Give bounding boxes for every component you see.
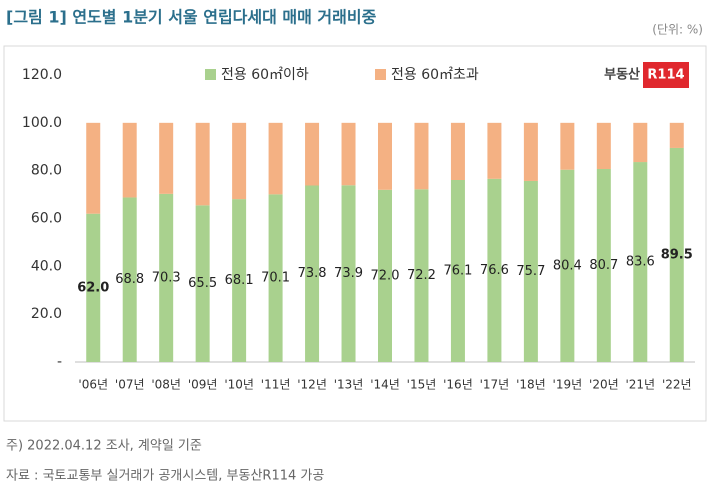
y-tick-label: 20.0 [31,306,62,322]
bar-segment [633,162,648,362]
bar-segment [305,122,320,186]
y-tick-label: 40.0 [31,258,62,274]
bar-segment [341,185,356,362]
data-label: 68.8 [115,272,144,287]
bar-segment [523,180,538,362]
bar-segment [378,122,392,190]
bar-segment [450,122,465,180]
bar-segment [596,168,611,362]
data-label: 89.5 [661,247,693,262]
bar-segment [122,122,137,198]
bar-segment [122,197,137,362]
bar-segment [341,122,356,186]
x-tick-label: '19년 [553,378,583,392]
bar-segment [669,122,684,148]
bar-segment [414,189,429,362]
x-tick-label: '10년 [224,378,254,392]
bar-segment [560,122,575,170]
bar-segment [268,122,283,195]
frame [3,45,707,422]
data-label: 83.6 [626,255,655,270]
logo-badge [643,62,689,88]
data-label: 80.7 [589,258,618,273]
data-label: 72.2 [407,268,436,283]
x-tick-label: '14년 [370,378,400,392]
data-label: 73.8 [298,266,327,281]
x-tick-label: '21년 [625,378,655,392]
legend-swatch [375,69,386,80]
bar-segment [487,178,502,362]
data-label: 62.0 [77,280,109,295]
bar-segment [305,185,320,362]
bar-segment [159,122,174,194]
y-tick-label: 60.0 [31,211,62,227]
x-tick-label: '17년 [480,378,510,392]
x-tick-label: '06년 [78,378,108,392]
legend-label: 전용 60㎡이하 [221,67,309,83]
data-label: 72.0 [371,268,400,283]
bar-segment [232,199,247,362]
bar-segment [560,169,575,362]
footnote: 주) 2022.04.12 조사, 계약일 기준 [6,439,202,454]
bar-segment [414,122,429,190]
y-tick-label: 100.0 [22,115,62,131]
x-tick-label: '08년 [151,378,181,392]
data-label: 76.1 [443,263,472,278]
x-tick-label: '15년 [407,378,437,392]
bar-segment [596,122,611,169]
logo-text: 부동산 [604,67,640,83]
data-label: 80.4 [553,258,582,273]
bar-segment [232,122,247,200]
x-tick-label: '22년 [662,378,692,392]
bar-segment [669,147,684,362]
unit: (단위: %) [652,23,703,37]
chart-title: [그림 1] 연도별 1분기 서울 연립다세대 매매 거래비중 [6,8,377,27]
bar-segment [86,122,101,214]
footnote: 자료 : 국토교통부 실거래가 공개시스템, 부동산R114 가공 [6,469,324,484]
legend-label: 전용 60㎡초과 [391,67,479,83]
bar-segment [159,193,174,362]
data-label: 68.1 [225,273,254,288]
bar-segment [633,122,648,163]
legend-swatch [205,69,216,80]
data-label: 76.6 [480,263,509,278]
bar-segment [523,122,538,181]
x-tick-label: '13년 [334,378,364,392]
bar-segment [268,194,283,362]
x-tick-label: '12년 [297,378,327,392]
bar-segment [195,122,210,206]
x-tick-label: '09년 [188,378,218,392]
x-tick-label: '20년 [589,378,619,392]
data-label: 75.7 [516,264,545,279]
x-tick-label: '18년 [516,378,546,392]
logo-badge-text: R114 [647,68,684,83]
data-label: 73.9 [334,266,363,281]
y-tick-label: 120.0 [22,67,62,83]
x-tick-label: '07년 [115,378,145,392]
bar-segment [487,122,502,179]
y-tick-label: - [57,354,62,370]
data-label: 70.3 [152,270,181,285]
bar-segment [378,189,392,362]
bar-segment [450,179,465,362]
data-label: 65.5 [188,276,217,291]
x-tick-label: '16년 [443,378,473,392]
x-tick-label: '11년 [261,378,291,392]
bar-segment [86,213,101,362]
data-label: 70.1 [261,271,290,286]
bar-segment [195,205,210,362]
y-tick-label: 80.0 [31,163,62,179]
